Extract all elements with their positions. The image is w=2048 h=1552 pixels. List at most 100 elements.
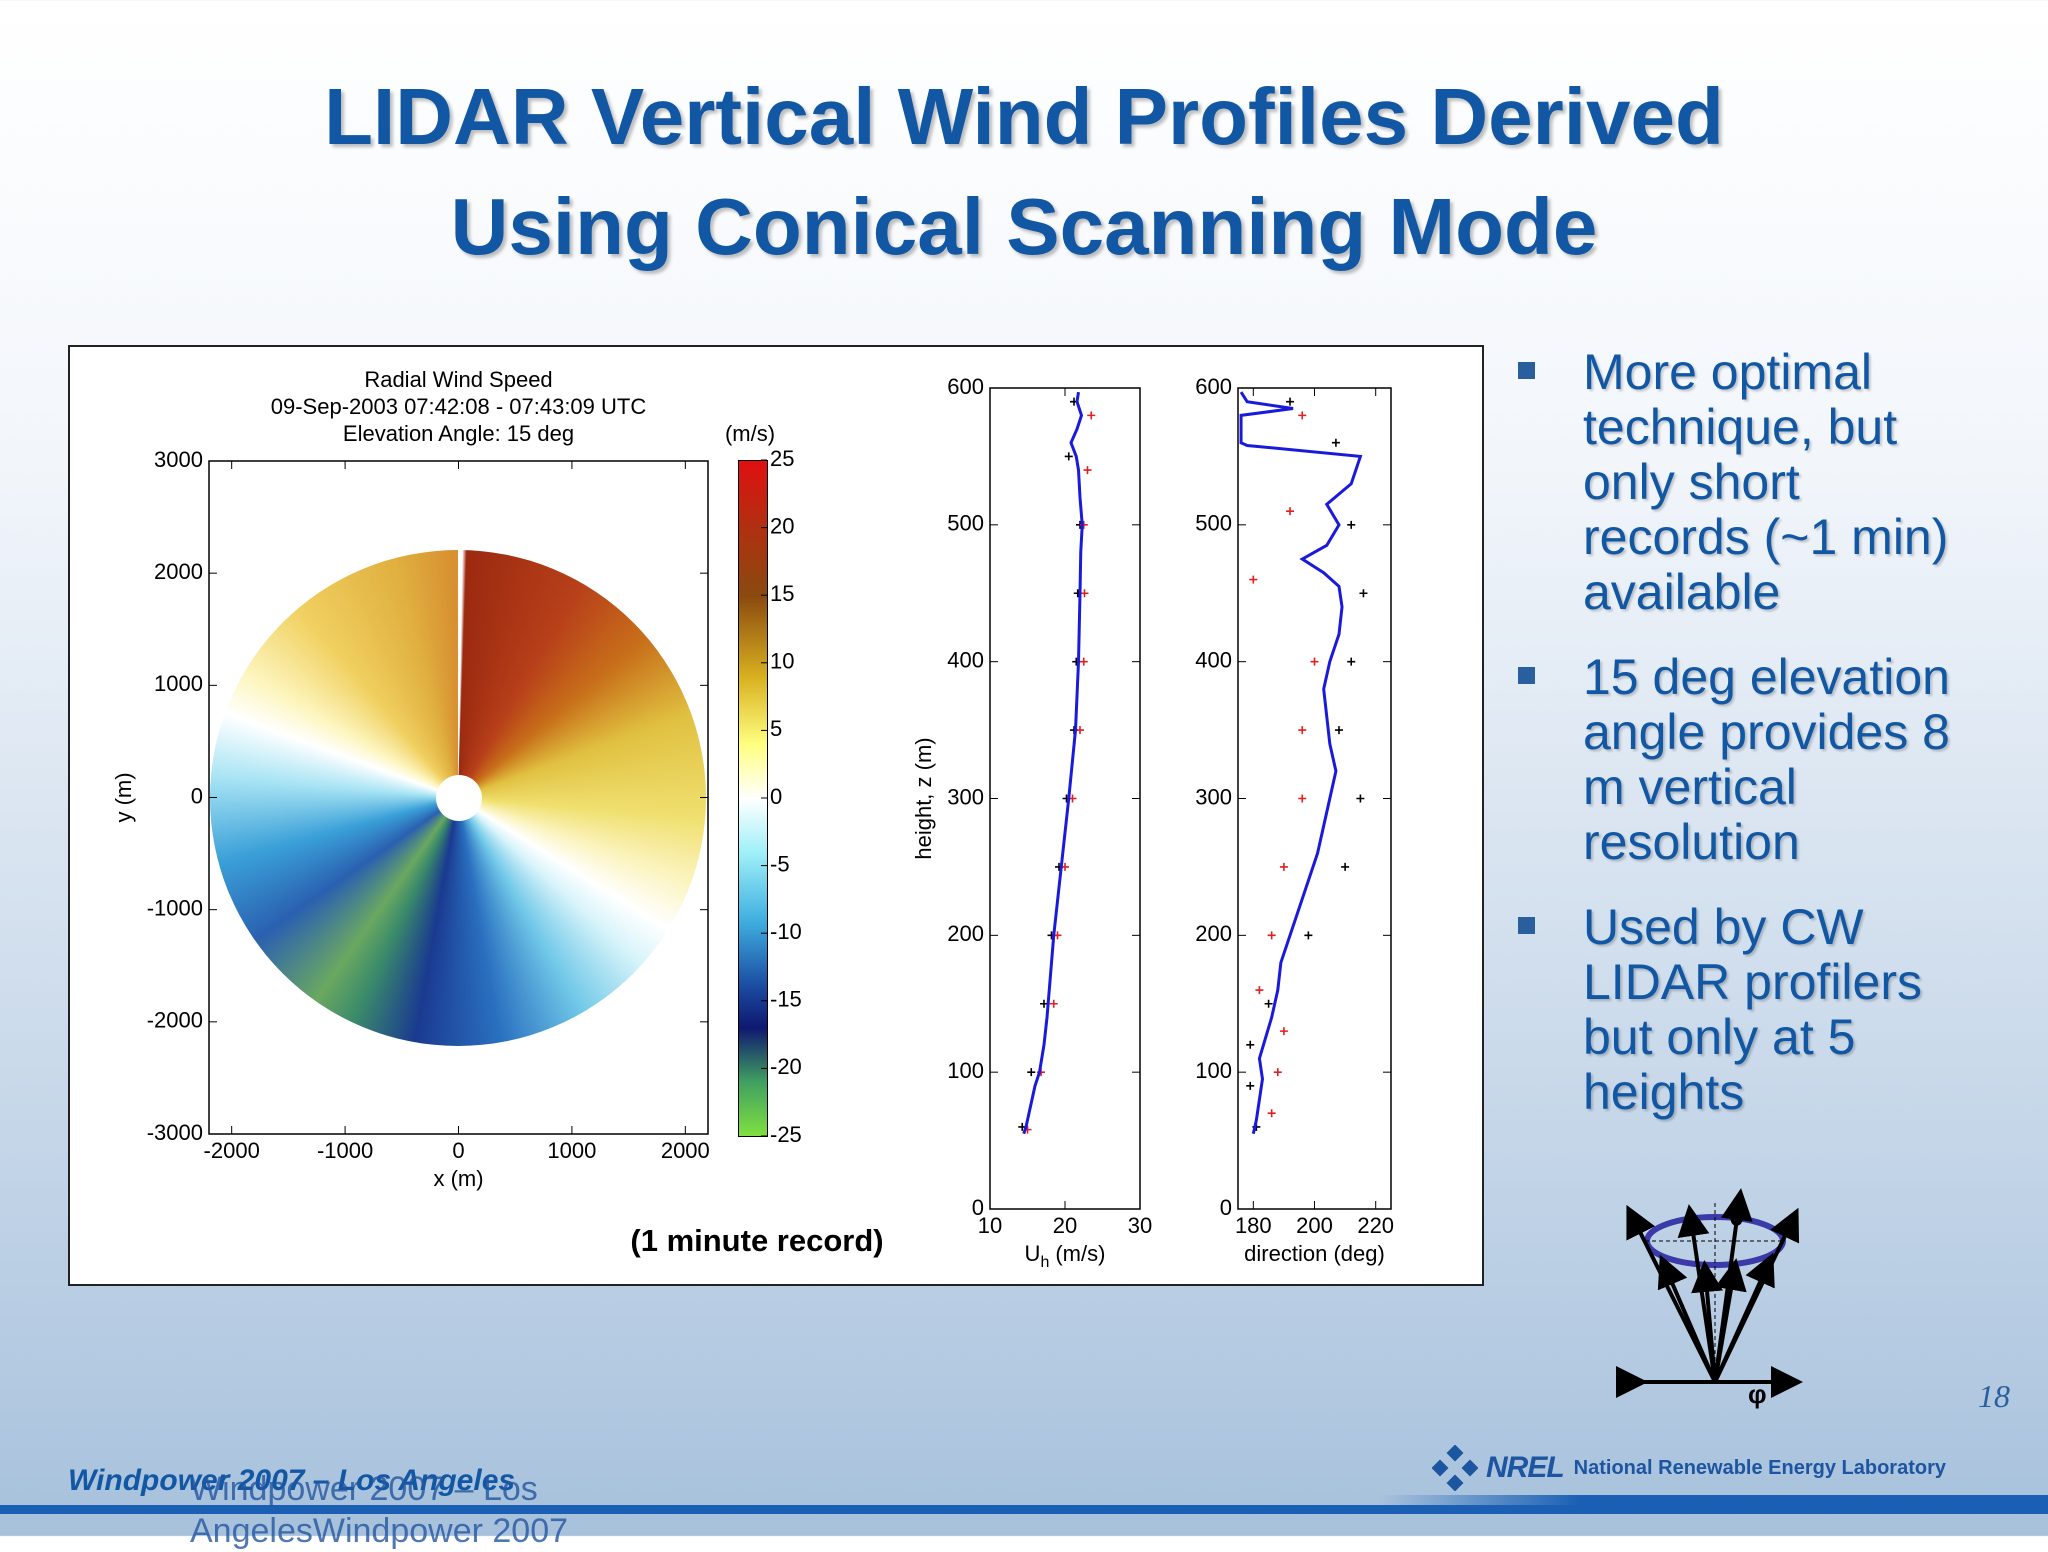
- plot-title: 09-Sep-2003 07:42:08 - 07:43:09 UTC: [271, 394, 647, 419]
- x-tick-label: 0: [452, 1138, 464, 1163]
- x-tick-label: -2000: [204, 1138, 260, 1163]
- colorbar-tick-label: -25: [770, 1122, 802, 1147]
- colorbar-tick-label: 25: [770, 446, 794, 471]
- colorbar-tick-label: 0: [770, 784, 782, 809]
- profile-marker: [1341, 862, 1350, 871]
- plot-frame: [208, 460, 709, 1135]
- profile-marker: [1347, 520, 1356, 529]
- profile-marker: [1267, 1109, 1276, 1118]
- y-tick-label: 2000: [154, 559, 203, 584]
- y-tick-label: 600: [1195, 374, 1232, 399]
- profile-marker: [1264, 999, 1273, 1008]
- theta-label: θ: [1729, 1200, 1744, 1231]
- caption: (1 minute record): [630, 1223, 883, 1258]
- page-number: 18: [1978, 1378, 2010, 1414]
- x-tick-label: 2000: [661, 1138, 710, 1163]
- y-tick-label: 300: [1195, 784, 1232, 809]
- scan-center: [436, 775, 482, 821]
- logo-icon: [1432, 1445, 1478, 1491]
- y-tick-label: 0: [1220, 1195, 1232, 1220]
- x-axis-label: x (m): [433, 1166, 483, 1191]
- colorbar-tick-label: -10: [770, 919, 802, 944]
- y-tick-label: 500: [1195, 511, 1232, 536]
- plot-title: Elevation Angle: 15 deg: [343, 421, 574, 446]
- colorbar-tick-label: 20: [770, 513, 794, 538]
- profile-marker: [1087, 411, 1096, 420]
- slide-title: LIDAR Vertical Wind Profiles Derived Usi…: [0, 62, 2048, 282]
- phi-label: φ: [1748, 1379, 1767, 1409]
- y-tick-label: -1000: [147, 895, 203, 920]
- profile-marker: [1246, 1081, 1255, 1090]
- x-tick-label: 30: [1128, 1213, 1152, 1238]
- cone-diagram: [1616, 1188, 1803, 1398]
- x-axis-label: direction (deg): [1244, 1241, 1385, 1266]
- x-tick-label: -1000: [317, 1138, 373, 1163]
- footer: Windpower 2007 – Los Angeles: [68, 1464, 516, 1497]
- profile-marker: [1304, 931, 1313, 940]
- y-tick-label: 500: [947, 511, 984, 536]
- colorbar-tick-label: 5: [770, 716, 782, 741]
- x-tick-label: 180: [1235, 1213, 1272, 1238]
- y-tick-label: 400: [947, 647, 984, 672]
- y-tick-label: 600: [947, 374, 984, 399]
- profile-marker: [1079, 657, 1088, 666]
- y-axis-label: height, z (m): [911, 737, 936, 859]
- y-tick-label: 400: [1195, 647, 1232, 672]
- x-tick-label: 1000: [547, 1138, 596, 1163]
- profile-marker: [1334, 726, 1343, 735]
- footer-overflow: Windpower 2007 – Los AngelesWindpower 20…: [190, 1470, 569, 1550]
- x-axis-label: Uh (m/s): [1025, 1241, 1106, 1271]
- profile-marker: [1286, 397, 1295, 406]
- profile-marker: [1286, 507, 1295, 516]
- bullet: More optimal technique, but only short r…: [1518, 345, 1953, 620]
- y-tick-label: 200: [947, 921, 984, 946]
- profile-marker: [1027, 1068, 1036, 1077]
- colorbar-label: (m/s): [725, 421, 775, 446]
- y-tick-label: 3000: [154, 447, 203, 472]
- profile-marker: [1049, 999, 1058, 1008]
- plot-title: Radial Wind Speed: [364, 367, 552, 392]
- profile-marker: [1298, 794, 1307, 803]
- profile-marker: [1279, 1027, 1288, 1036]
- y-tick-label: 1000: [154, 671, 203, 696]
- profile-marker: [1279, 862, 1288, 871]
- profile-marker: [1255, 986, 1264, 995]
- y-tick-label: 300: [947, 784, 984, 809]
- label-symbol: U: [1025, 1241, 1041, 1266]
- y-tick-label: -2000: [147, 1008, 203, 1033]
- profile-marker: [1310, 657, 1319, 666]
- profile-marker: [1076, 726, 1084, 735]
- logo: NREL National Renewable Energy Laborator…: [1432, 1445, 1946, 1491]
- bullet-list: More optimal technique, but only short r…: [1518, 345, 1988, 1150]
- profile-marker: [1331, 438, 1340, 447]
- logo-text: National Renewable Energy Laboratory: [1573, 1456, 1946, 1479]
- title-text: LIDAR Vertical Wind Profiles Derived Usi…: [324, 72, 1724, 271]
- x-tick-label: 220: [1357, 1213, 1394, 1238]
- y-tick-label: 0: [972, 1195, 984, 1220]
- y-axis-label: y (m): [111, 772, 136, 822]
- profile-marker: [1267, 931, 1276, 940]
- x-tick-label: 200: [1296, 1213, 1333, 1238]
- profile-marker: [1080, 589, 1089, 598]
- x-tick-label: 20: [1053, 1213, 1077, 1238]
- profile-marker: [1064, 452, 1073, 461]
- profile-marker: [1246, 1040, 1255, 1049]
- label-subscript: h: [1040, 1254, 1049, 1271]
- profile-line: [1022, 391, 1084, 1135]
- colorbar-tick-label: -15: [770, 987, 802, 1012]
- y-tick-label: -3000: [147, 1120, 203, 1145]
- y-tick-label: 200: [1195, 921, 1232, 946]
- y-tick-label: 100: [947, 1058, 984, 1083]
- profile-marker: [1298, 411, 1307, 420]
- label-unit: (m/s): [1055, 1241, 1105, 1266]
- footer-bar: [0, 1505, 2048, 1514]
- colorbar-tick-label: 15: [770, 581, 794, 606]
- y-tick-label: 0: [191, 783, 203, 808]
- colorbar-tick-label: -5: [770, 851, 790, 876]
- profile-marker: [1083, 466, 1092, 475]
- y-tick-label: 100: [1195, 1058, 1232, 1083]
- profile-marker: [1347, 657, 1356, 666]
- profile-marker: [1249, 575, 1258, 584]
